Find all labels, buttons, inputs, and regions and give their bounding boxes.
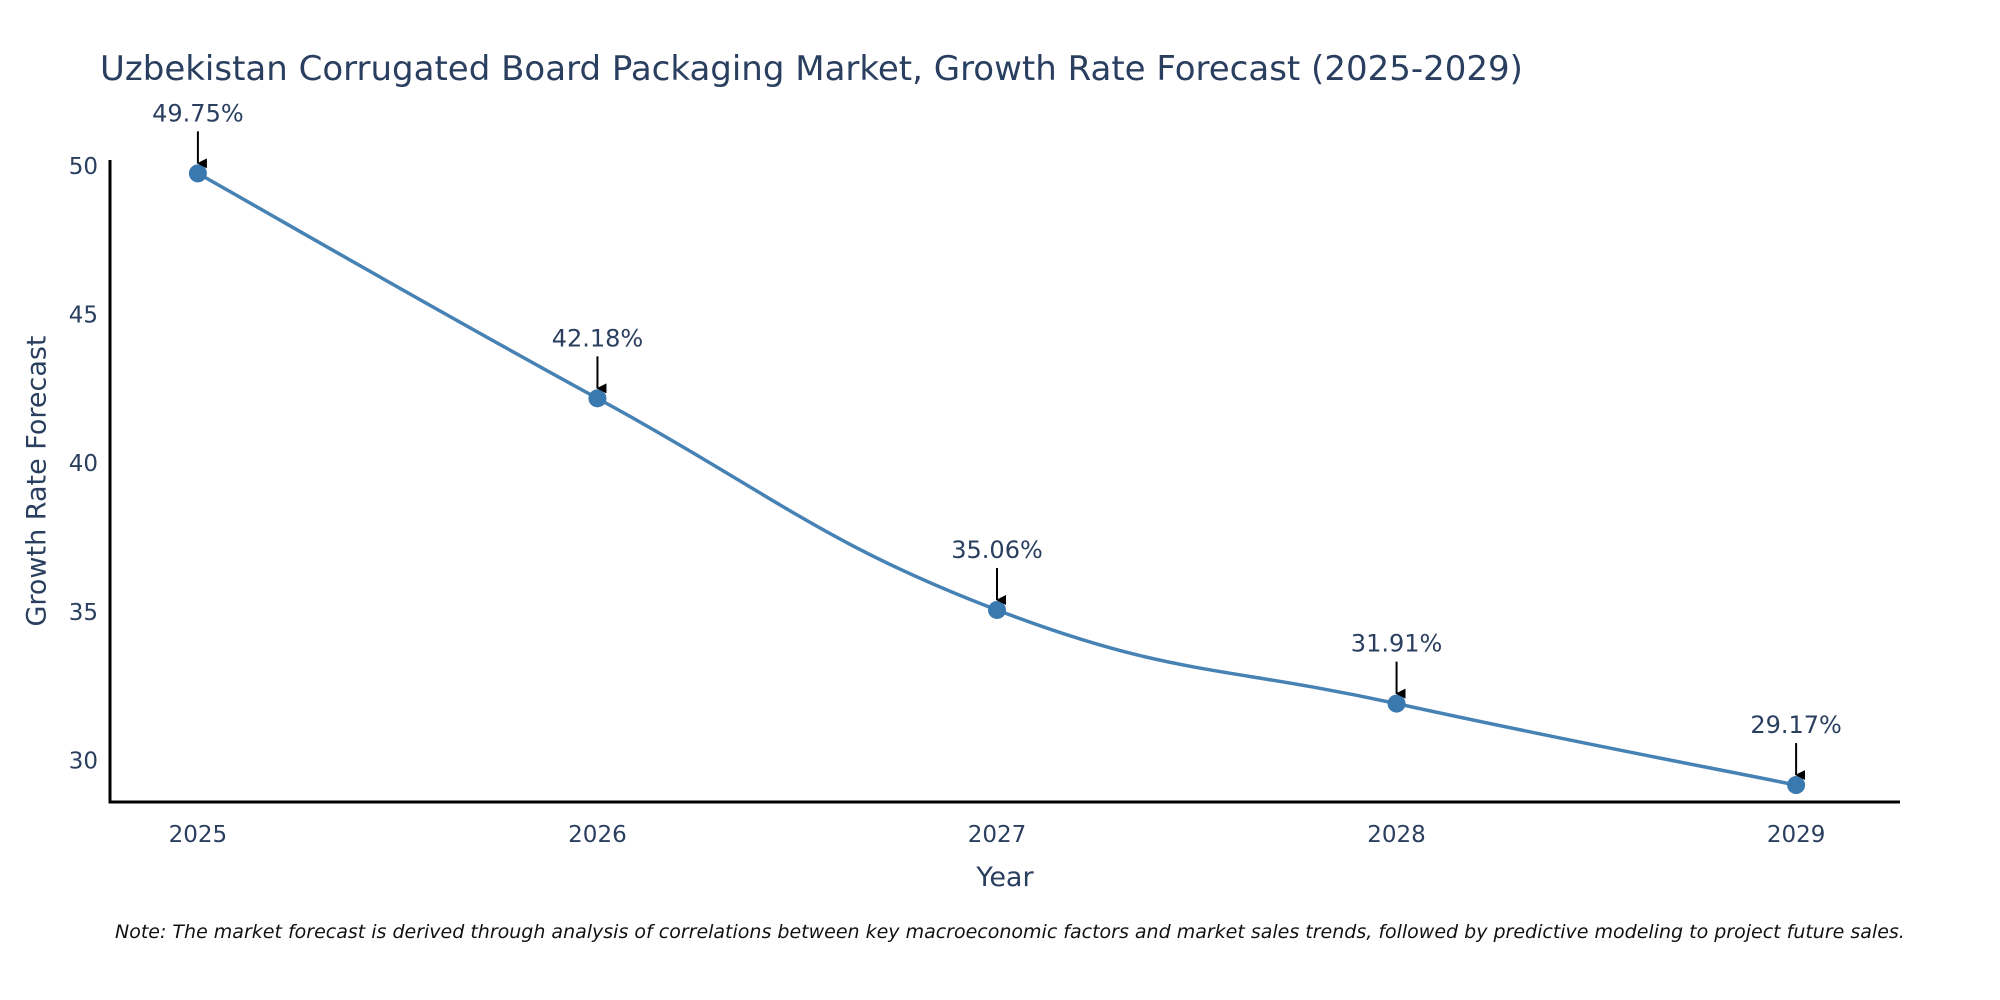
series-layer [188, 164, 1806, 795]
axes: 30 35 40 45 50 2025 2026 2027 2028 2029 [69, 154, 1900, 848]
series-line [197, 171, 1797, 787]
footnote: Note: The market forecast is derived thr… [115, 921, 1905, 943]
data-point [1387, 694, 1406, 713]
x-tick-label: 2026 [568, 822, 627, 848]
chart-title: Uzbekistan Corrugated Board Packaging Ma… [100, 49, 1523, 89]
x-tick-label: 2025 [169, 822, 228, 848]
x-tick-label: 2029 [1767, 822, 1826, 848]
data-point [588, 389, 607, 408]
data-labels: 49.75% 42.18% 35.06% 31.91% 29.17% [152, 99, 1842, 781]
x-tick-label: 2027 [968, 822, 1027, 848]
data-point [988, 600, 1007, 619]
data-point [188, 164, 207, 183]
y-tick-label: 40 [69, 451, 98, 477]
data-label: 31.91% [1351, 630, 1443, 658]
y-tick-label: 35 [69, 600, 98, 626]
y-tick-label: 50 [69, 154, 98, 180]
data-label: 35.06% [951, 536, 1043, 564]
y-axis-title: Growth Rate Forecast [21, 335, 52, 626]
data-label: 42.18% [552, 324, 644, 352]
data-label: 29.17% [1750, 711, 1842, 739]
x-axis-title: Year [975, 862, 1034, 893]
y-tick-label: 45 [69, 303, 98, 329]
y-tick-label: 30 [69, 748, 98, 774]
data-point [1787, 776, 1806, 795]
data-label: 49.75% [152, 99, 244, 127]
x-tick-label: 2028 [1367, 822, 1426, 848]
